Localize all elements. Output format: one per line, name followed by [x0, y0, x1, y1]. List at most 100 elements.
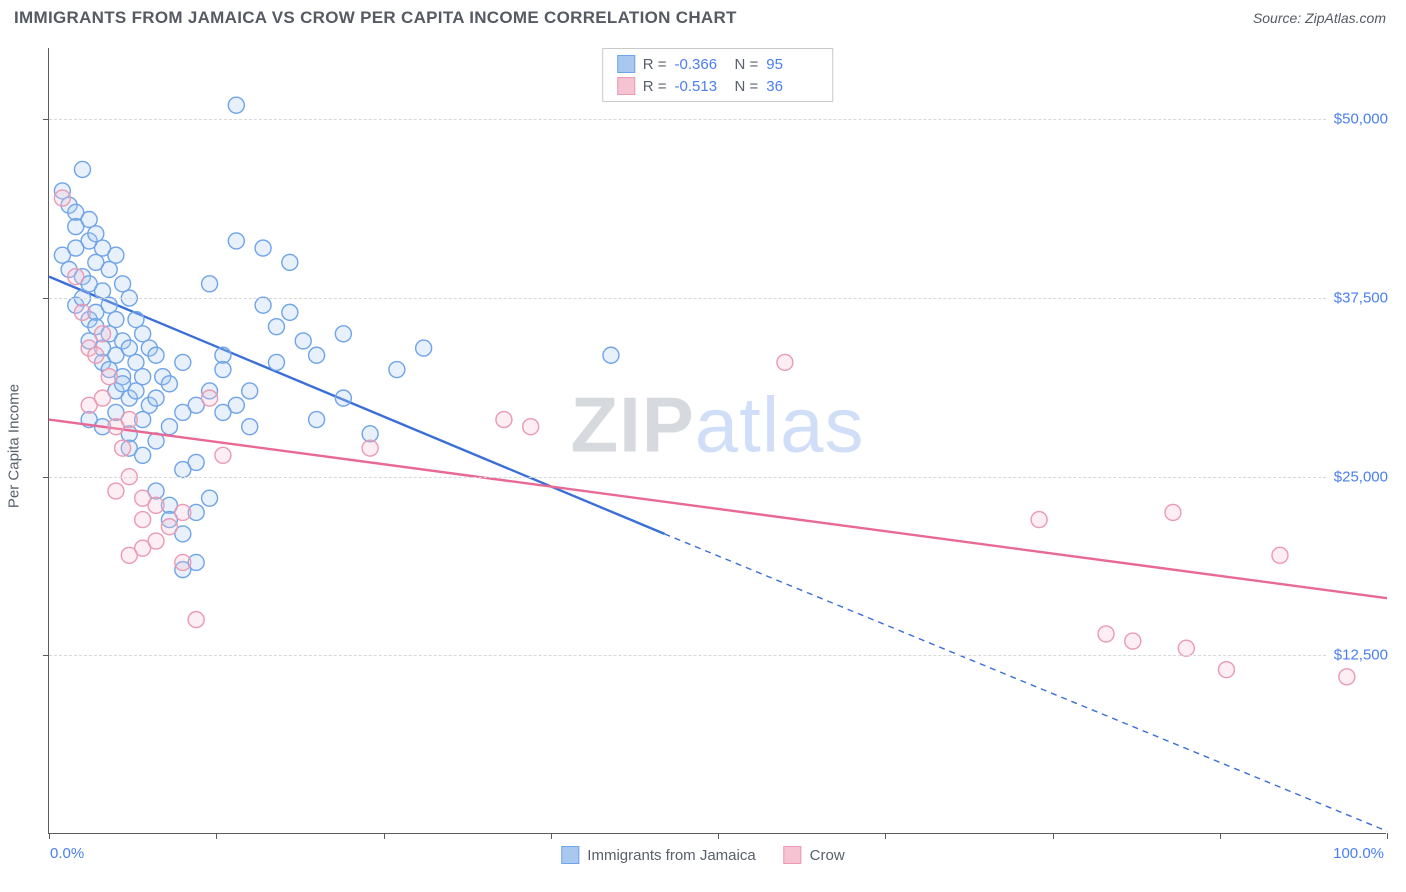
chart-plot-area: ZIPatlas R =-0.366N =95R =-0.513N =36 $1… [48, 48, 1386, 834]
scatter-point [128, 354, 144, 370]
scatter-point [255, 240, 271, 256]
scatter-point [215, 447, 231, 463]
legend-swatch [617, 77, 635, 95]
scatter-point [188, 612, 204, 628]
scatter-point [282, 254, 298, 270]
scatter-point [108, 247, 124, 263]
scatter-point [135, 326, 151, 342]
scatter-point [175, 504, 191, 520]
scatter-point [255, 297, 271, 313]
scatter-point [161, 376, 177, 392]
scatter-point [309, 412, 325, 428]
scatter-point [603, 347, 619, 363]
scatter-point [121, 340, 137, 356]
y-tick-label: $12,500 [1328, 647, 1388, 664]
scatter-point [148, 533, 164, 549]
scatter-point [202, 276, 218, 292]
scatter-point [74, 161, 90, 177]
scatter-point [1218, 662, 1234, 678]
scatter-point [175, 554, 191, 570]
chart-header: IMMIGRANTS FROM JAMAICA VS CROW PER CAPI… [0, 0, 1406, 32]
scatter-point [215, 362, 231, 378]
scatter-point [68, 269, 84, 285]
scatter-point [128, 383, 144, 399]
scatter-point [1178, 640, 1194, 656]
chart-title: IMMIGRANTS FROM JAMAICA VS CROW PER CAPI… [14, 8, 737, 28]
x-tick [885, 833, 886, 839]
legend-label: Immigrants from Jamaica [587, 847, 755, 864]
scatter-point [148, 347, 164, 363]
scatter-point [88, 226, 104, 242]
stat-n-label: N = [735, 56, 759, 73]
x-axis-min-label: 0.0% [50, 845, 84, 862]
gridline-horizontal [49, 477, 1386, 478]
scatter-point [135, 512, 151, 528]
stats-row: R = -0.366 N = 95 [617, 53, 819, 75]
y-tick-label: $25,000 [1328, 468, 1388, 485]
scatter-point [1098, 626, 1114, 642]
scatter-point [135, 369, 151, 385]
scatter-point [1165, 504, 1181, 520]
scatter-point [175, 354, 191, 370]
stat-r-label: R = [643, 56, 667, 73]
scatter-point [282, 304, 298, 320]
scatter-point [416, 340, 432, 356]
x-tick [1387, 833, 1388, 839]
scatter-point [1272, 547, 1288, 563]
scatter-point [309, 347, 325, 363]
y-tick-label: $37,500 [1328, 290, 1388, 307]
scatter-point [228, 233, 244, 249]
scatter-point [242, 419, 258, 435]
x-tick [1220, 833, 1221, 839]
scatter-plot-svg [49, 48, 1386, 833]
scatter-point [148, 390, 164, 406]
stat-n-label: N = [735, 78, 759, 95]
scatter-point [161, 419, 177, 435]
scatter-point [362, 440, 378, 456]
stat-n-value: 36 [766, 78, 818, 95]
x-tick [718, 833, 719, 839]
x-tick [216, 833, 217, 839]
scatter-point [101, 297, 117, 313]
y-axis-label: Per Capita Income [6, 384, 23, 508]
scatter-point [148, 497, 164, 513]
scatter-point [121, 412, 137, 428]
y-tick [43, 655, 49, 656]
scatter-point [88, 347, 104, 363]
gridline-horizontal [49, 655, 1386, 656]
scatter-point [128, 312, 144, 328]
scatter-point [777, 354, 793, 370]
legend-swatch [784, 846, 802, 864]
y-tick-label: $50,000 [1328, 111, 1388, 128]
scatter-point [115, 440, 131, 456]
scatter-point [523, 419, 539, 435]
legend-item: Immigrants from Jamaica [561, 846, 755, 864]
scatter-point [335, 390, 351, 406]
stat-r-label: R = [643, 78, 667, 95]
y-tick [43, 298, 49, 299]
stat-r-value: -0.513 [675, 78, 727, 95]
legend-label: Crow [810, 847, 845, 864]
scatter-point [101, 369, 117, 385]
stat-r-value: -0.366 [675, 56, 727, 73]
gridline-horizontal [49, 119, 1386, 120]
scatter-point [242, 383, 258, 399]
scatter-point [54, 190, 70, 206]
scatter-point [202, 490, 218, 506]
scatter-point [496, 412, 512, 428]
stat-n-value: 95 [766, 56, 818, 73]
x-tick [551, 833, 552, 839]
correlation-stats-box: R = -0.366 N = 95 R = -0.513 N = 36 [602, 48, 834, 102]
scatter-point [101, 262, 117, 278]
scatter-point [1031, 512, 1047, 528]
legend-swatch [561, 846, 579, 864]
series-legend: Immigrants from Jamaica Crow [561, 846, 844, 864]
scatter-point [202, 390, 218, 406]
source-attribution: Source: ZipAtlas.com [1253, 10, 1386, 26]
scatter-point [95, 326, 111, 342]
gridline-horizontal [49, 298, 1386, 299]
scatter-point [68, 240, 84, 256]
trendline-dashed [664, 534, 1387, 831]
scatter-point [295, 333, 311, 349]
scatter-point [389, 362, 405, 378]
